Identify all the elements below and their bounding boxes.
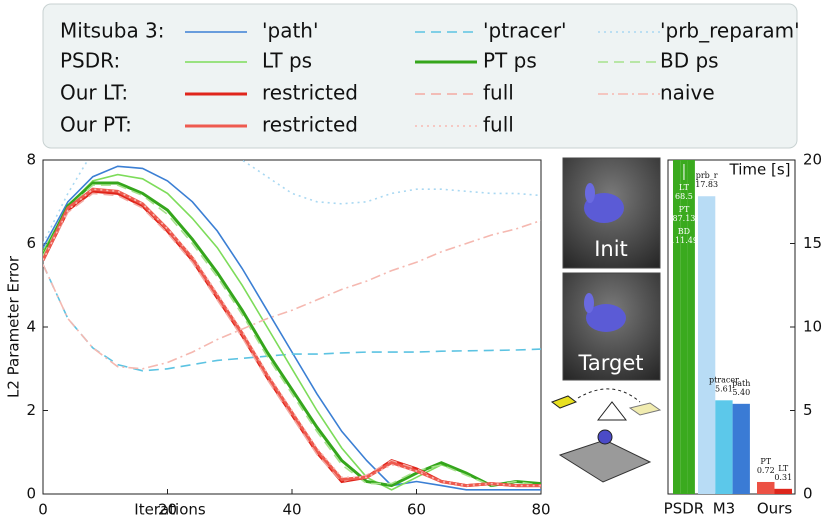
- legend-group-label: PSDR:: [60, 49, 120, 73]
- series-line: [43, 219, 541, 370]
- panel-label: Init: [594, 237, 628, 261]
- legend-label: 'prb_reparam': [660, 19, 800, 43]
- bar-value: 0.72: [757, 466, 775, 475]
- bar: [715, 400, 733, 494]
- y-tick-label: 0: [803, 485, 813, 503]
- plot-frame: [42, 159, 542, 495]
- bar-value: 17.83: [695, 180, 718, 189]
- x-tick-label: 0: [38, 501, 48, 519]
- bar-name: LT: [778, 464, 789, 473]
- panel-label: Target: [578, 351, 644, 375]
- legend-label: PT ps: [483, 49, 537, 73]
- x-tick-label: 60: [407, 501, 426, 519]
- bar-value: 5.40: [732, 388, 750, 397]
- series-line: [43, 165, 541, 491]
- bar-name: ptracer: [709, 375, 739, 384]
- legend-label: restricted: [262, 113, 358, 137]
- group-label: M3: [713, 500, 736, 518]
- bar-title: Time [s]: [729, 161, 791, 179]
- y-axis-label: L2 Parameter Error: [5, 255, 23, 398]
- bar-name: path: [732, 379, 750, 388]
- scene-sketch: [550, 388, 662, 483]
- series-line: [43, 264, 541, 372]
- y-tick-label: 8: [26, 151, 36, 169]
- x-tick-label: 80: [531, 501, 550, 519]
- bar-name: PT: [760, 457, 771, 466]
- bar: [673, 160, 681, 494]
- bar-name: PT: [679, 205, 690, 214]
- legend-group-label: Mitsuba 3:: [60, 19, 165, 43]
- y-tick-label: 20: [803, 151, 822, 169]
- bar-value: 68.5: [675, 192, 693, 201]
- series-line: [43, 188, 541, 487]
- legend-label: 'path': [262, 19, 318, 43]
- y-tick-label: 6: [26, 234, 36, 252]
- legend-label: 'ptracer': [483, 19, 567, 43]
- bar-name: prb_r: [696, 171, 718, 180]
- bar: [698, 196, 716, 494]
- legend-label: full: [483, 81, 514, 105]
- legend-box: [42, 3, 798, 149]
- legend-label: restricted: [262, 81, 358, 105]
- bar: [757, 481, 775, 494]
- x-tick-label: 20: [158, 501, 177, 519]
- bar: [774, 488, 792, 494]
- group-label: PSDR: [664, 500, 705, 518]
- bar-value: 111.49: [670, 236, 698, 245]
- legend-label: full: [483, 113, 514, 137]
- series-line: [43, 189, 541, 488]
- y-tick-label: 5: [803, 401, 813, 419]
- group-label: Ours: [757, 500, 792, 518]
- x-tick-label: 40: [282, 501, 301, 519]
- bar-value: 0.31: [774, 473, 792, 482]
- legend-label: LT ps: [262, 49, 312, 73]
- y-tick-label: 4: [26, 318, 36, 336]
- panel-target: Target: [562, 272, 661, 381]
- legend-group-label: Our LT:: [60, 81, 128, 105]
- lines: [43, 160, 541, 491]
- legend-label: BD ps: [660, 49, 719, 73]
- legend-label: naive: [660, 81, 715, 105]
- legend-group-label: Our PT:: [60, 113, 132, 137]
- series-line: [43, 184, 541, 487]
- y-tick-label: 0: [26, 485, 36, 503]
- bars: [673, 160, 792, 494]
- y-tick-label: 10: [803, 318, 822, 336]
- y-tick-label: 2: [26, 401, 36, 419]
- bar: [680, 160, 688, 494]
- bar-value: 87.13: [672, 214, 695, 223]
- series-line: [43, 187, 541, 488]
- series-line: [43, 173, 541, 491]
- y-tick-label: 15: [803, 234, 822, 252]
- x-axis-label: Iterations: [134, 501, 206, 519]
- series-line: [43, 160, 541, 244]
- series-line: [43, 181, 541, 488]
- bar-value: 5.61: [715, 384, 733, 393]
- bar: [732, 403, 750, 494]
- series-line: [43, 192, 541, 487]
- bar: [687, 160, 695, 494]
- bar-name: LT: [679, 183, 690, 192]
- panel-init: Init: [562, 157, 661, 269]
- bar-name: BD: [678, 227, 690, 236]
